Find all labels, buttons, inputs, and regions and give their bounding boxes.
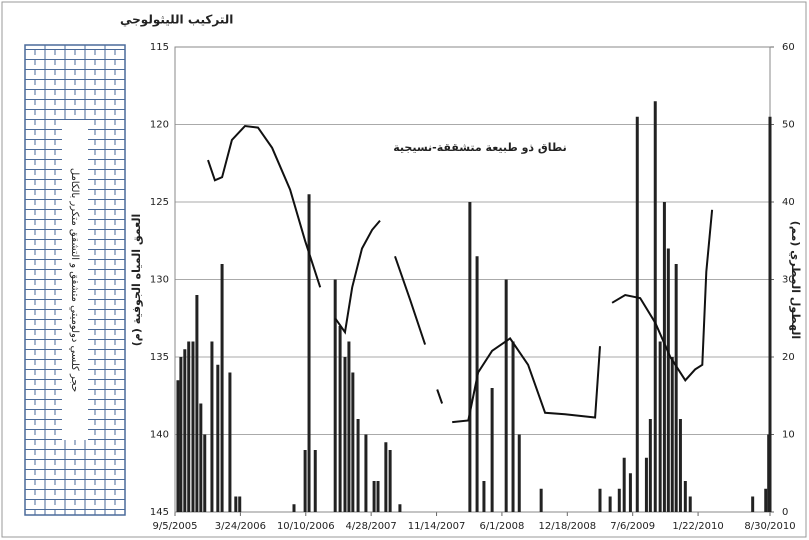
- y2-tick-label: 10: [782, 430, 795, 441]
- y-tick-label: 130: [150, 275, 169, 286]
- rain-bar: [238, 496, 242, 512]
- rain-bar: [216, 364, 220, 512]
- rain-bar: [376, 481, 380, 512]
- y2-tick-label: 40: [782, 197, 795, 208]
- y-tick-label: 115: [150, 42, 169, 53]
- rain-bar: [183, 349, 187, 512]
- y-tick-label: 135: [150, 352, 169, 363]
- rain-bar: [622, 457, 626, 512]
- rain-bar: [475, 256, 479, 512]
- rain-bar: [504, 279, 508, 512]
- rain-bar: [338, 326, 342, 512]
- x-tick-label: 6/1/2008: [479, 521, 524, 532]
- rain-bar: [384, 442, 388, 512]
- annotation: نطاق ذو طبيعة متشققة-نسيجية: [393, 141, 566, 154]
- lithology-label-bg: [62, 120, 88, 440]
- y-tick-label: 145: [150, 507, 169, 518]
- x-tick-label: 10/10/2006: [277, 521, 335, 532]
- rain-bar: [210, 341, 214, 512]
- rain-bar: [670, 357, 674, 512]
- rain-bar: [511, 341, 515, 512]
- y-tick-label: 120: [150, 120, 169, 131]
- rain-bar: [635, 116, 639, 512]
- x-tick-label: 12/18/2008: [538, 521, 596, 532]
- rain-bar: [343, 357, 347, 512]
- rain-bar: [176, 380, 180, 512]
- rain-bar: [683, 481, 687, 512]
- rain-bar: [678, 419, 682, 512]
- y2-tick-label: 0: [782, 507, 788, 518]
- rain-bar: [768, 116, 772, 512]
- rain-bar: [644, 457, 648, 512]
- rain-bar: [666, 248, 670, 512]
- x-tick-label: 1/22/2010: [672, 521, 723, 532]
- rain-bar: [191, 341, 195, 512]
- rain-bar: [351, 372, 355, 512]
- rain-bar: [674, 264, 678, 512]
- rain-bar: [539, 488, 543, 512]
- rain-bar: [203, 434, 207, 512]
- lithology-label: حجر كلسي دولوميتي متشقق و التشقق متكرر ب…: [69, 168, 80, 392]
- x-tick-label: 11/14/2007: [408, 521, 466, 532]
- water-level-line: [207, 124, 714, 424]
- rain-bar: [356, 419, 360, 512]
- rain-bar: [658, 341, 662, 512]
- y2-axis-title: الهطول المطري (مم): [789, 221, 802, 339]
- rain-bar: [179, 357, 183, 512]
- rain-bar: [292, 504, 296, 512]
- rain-bar: [688, 496, 692, 512]
- x-tick-label: 4/28/2007: [346, 521, 397, 532]
- rain-bar: [372, 481, 376, 512]
- rain-bar: [628, 473, 632, 512]
- rain-bar: [333, 279, 337, 512]
- rain-bar: [307, 194, 311, 512]
- y-tick-label: 140: [150, 430, 169, 441]
- x-tick-label: 8/30/2010: [744, 521, 795, 532]
- rain-bar: [388, 450, 392, 512]
- x-tick-label: 7/6/2009: [610, 521, 655, 532]
- rain-bar: [608, 496, 612, 512]
- rain-bar: [751, 496, 755, 512]
- rain-bar: [598, 488, 602, 512]
- rain-bar: [398, 504, 402, 512]
- rain-bar: [220, 264, 224, 512]
- rain-bar: [347, 341, 351, 512]
- lithology-title: التركيب الليثولوجي: [120, 13, 233, 28]
- y-axis-title: العمق المياه الجوفية (م): [130, 214, 143, 346]
- rain-bar: [228, 372, 232, 512]
- rain-bar: [617, 488, 621, 512]
- rain-bar: [234, 496, 238, 512]
- rain-bar: [468, 202, 472, 512]
- rain-bar: [648, 419, 652, 512]
- y2-tick-label: 50: [782, 120, 795, 131]
- rain-bar: [313, 450, 317, 512]
- x-tick-label: 3/24/2006: [215, 521, 266, 532]
- y2-tick-label: 60: [782, 42, 795, 53]
- rain-bar: [303, 450, 307, 512]
- rain-bar: [662, 202, 666, 512]
- y-tick-label: 125: [150, 197, 169, 208]
- rain-bar: [490, 388, 494, 512]
- rain-bar: [187, 341, 191, 512]
- rain-bar: [764, 488, 768, 512]
- rain-bar: [482, 481, 486, 512]
- y2-tick-label: 30: [782, 275, 795, 286]
- rain-bar: [195, 295, 199, 512]
- rain-bar: [517, 434, 521, 512]
- y2-tick-label: 20: [782, 352, 795, 363]
- x-tick-label: 9/5/2005: [153, 521, 198, 532]
- rain-bar: [653, 101, 657, 512]
- rain-bar: [199, 403, 203, 512]
- rain-bar: [364, 434, 368, 512]
